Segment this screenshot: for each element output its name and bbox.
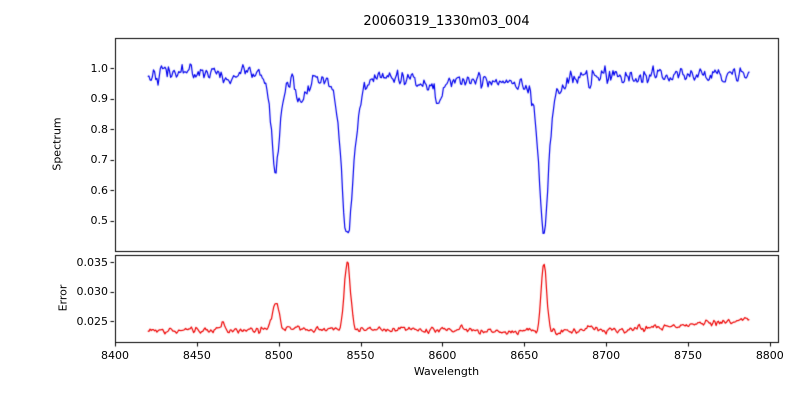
x-tick-label: 8800 [755,349,784,362]
error-y-tick-label: 0.035 [76,255,109,269]
spectrum-y-tick-label: 1.0 [90,61,109,75]
x-tick-label: 8450 [182,349,211,362]
spectrum-y-tick-label: 0.6 [90,183,109,197]
x-axis-label: Wavelength [413,365,480,378]
x-tick-label: 8500 [264,349,293,362]
x-tick-label: 8600 [428,349,457,362]
x-tick-label: 8650 [510,349,539,362]
spectrum-y-tick-label: 0.5 [90,214,109,228]
spectrum-y-tick-label: 0.7 [90,153,109,167]
x-tick-label: 8750 [673,349,702,362]
spectrum-y-tick-label: 0.8 [90,122,109,136]
chart-title: 20060319_1330m03_004 [363,14,530,29]
spectrum-y-tick-label: 0.9 [90,92,109,106]
x-tick-label: 8700 [592,349,621,362]
error-y-tick-label: 0.030 [76,285,109,299]
error-y-tick-label: 0.025 [76,314,109,328]
x-tick-label: 8400 [101,349,129,362]
x-tick-label: 8550 [346,349,375,362]
